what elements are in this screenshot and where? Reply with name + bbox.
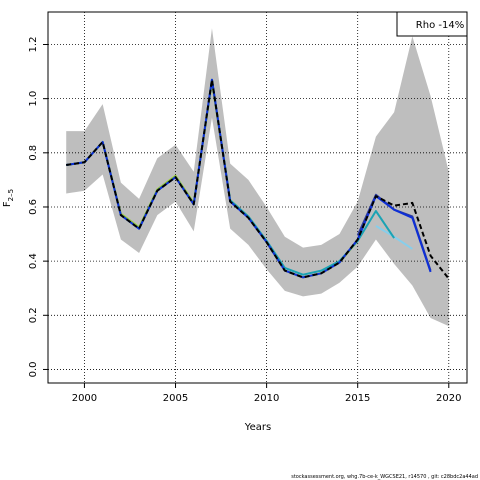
x-tick-label: 2015 — [345, 393, 370, 404]
axis-layer: 2000 2005 2010 2015 2020 0.0 0.2 0.4 0.6 0.8 1.0 1.… — [28, 37, 462, 404]
y-tick-label: 0.6 — [28, 199, 39, 215]
y-tick-label: 1.2 — [28, 37, 39, 53]
svg-text:F2–5: F2–5 — [2, 189, 15, 207]
y-tick-label: 0.8 — [28, 145, 39, 161]
y-axis-title-main: F — [2, 201, 13, 207]
x-tick-label: 2000 — [72, 393, 97, 404]
series-line-base — [66, 78, 450, 280]
y-tick-label: 0.2 — [28, 307, 39, 323]
y-tick-label: 0.4 — [28, 253, 39, 269]
x-tick-label: 2010 — [254, 393, 279, 404]
y-axis-title-subscript: 2–5 — [7, 189, 15, 201]
y-tick-label: 1.0 — [28, 91, 39, 107]
series-layer — [66, 78, 450, 280]
plot-frame — [47, 11, 468, 384]
x-axis-title: Years — [244, 422, 271, 433]
confidence-band — [66, 28, 449, 327]
y-tick-label: 0.0 — [28, 362, 39, 378]
legend-rho-label: Rho -14% — [416, 20, 464, 31]
grid-layer — [48, 12, 467, 383]
confidence-band-layer — [66, 28, 449, 327]
x-tick-label: 2005 — [163, 393, 188, 404]
footer-credit: stockassessment.org, whg.7b-ce-k_WGCSE21… — [291, 474, 478, 480]
x-tick-label: 2020 — [436, 393, 461, 404]
y-axis-title: F2–5 — [2, 189, 15, 207]
legend-box: Rho -14% — [396, 11, 468, 37]
